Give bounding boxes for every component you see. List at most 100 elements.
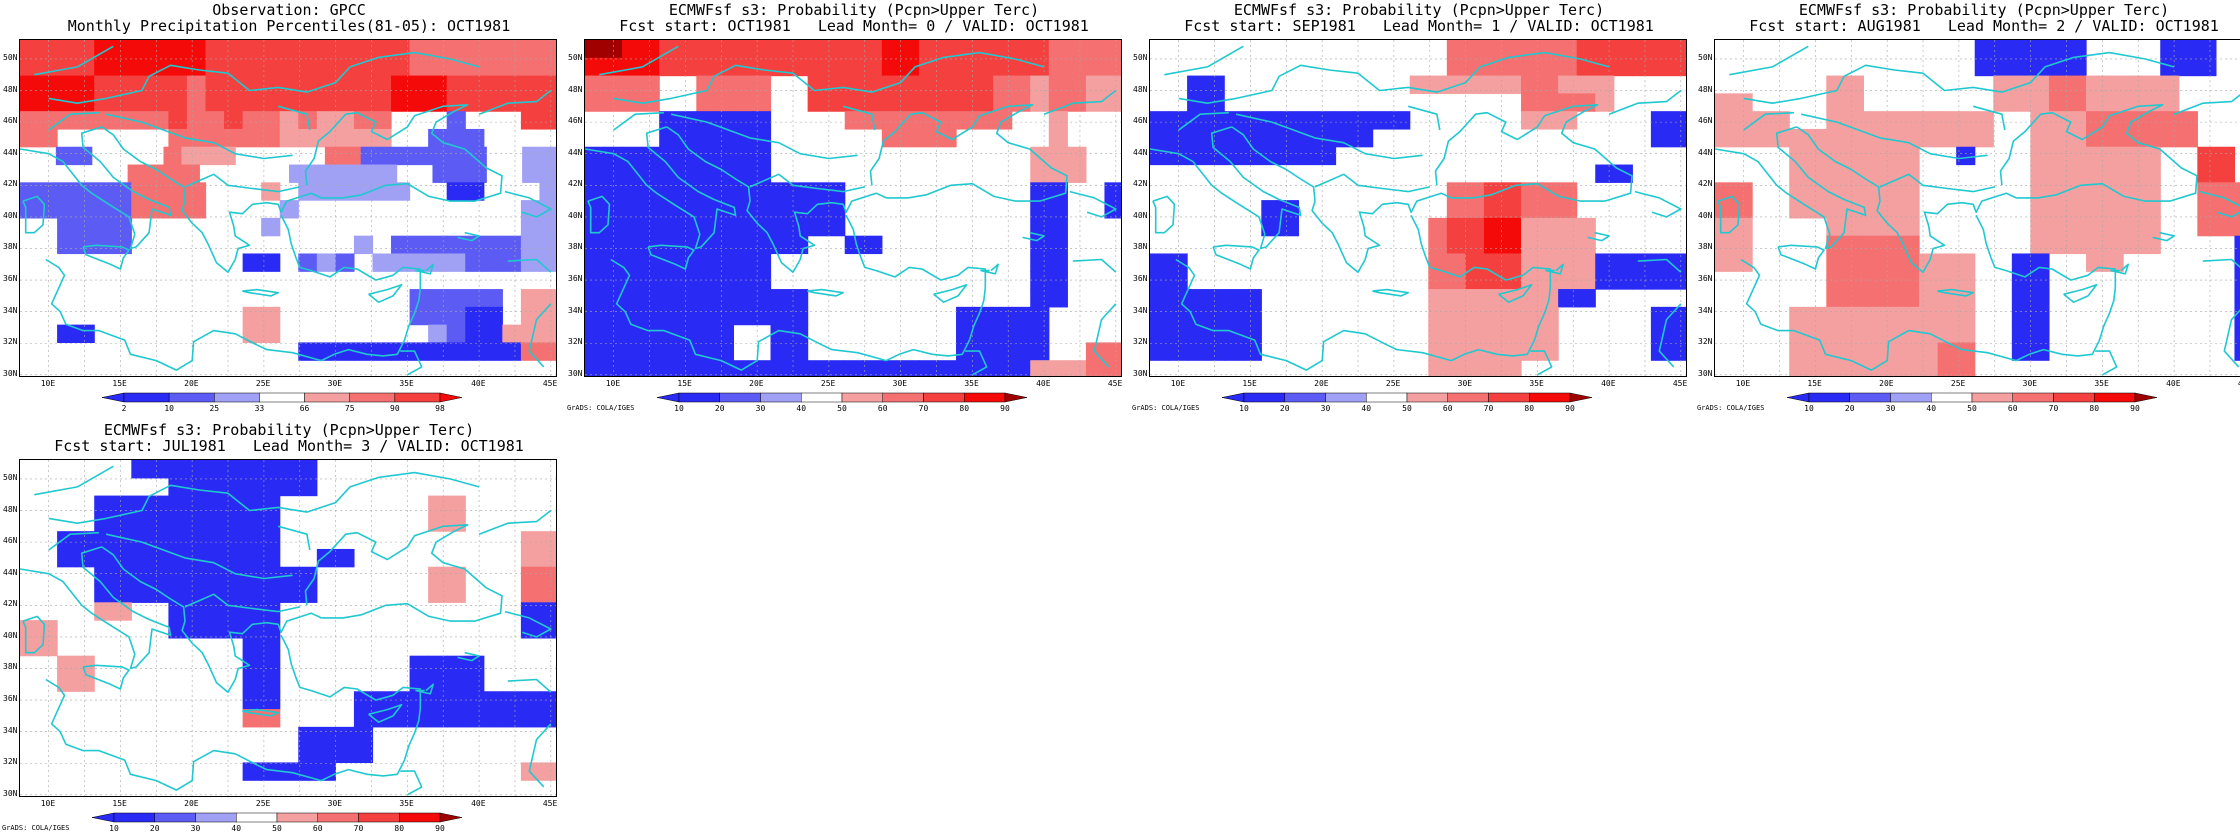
grid-cell <box>1733 111 1753 130</box>
grid-cell <box>2011 253 2031 272</box>
grid-cell <box>1261 128 1281 148</box>
grid-cell <box>2234 324 2240 344</box>
coastline <box>45 258 322 371</box>
grid-cell <box>1919 289 1939 308</box>
colorbar-segment <box>801 392 843 403</box>
grid-cell <box>1789 360 1809 376</box>
coastline <box>1043 89 1117 115</box>
grid-cell <box>622 235 642 255</box>
grid-cell <box>242 460 262 479</box>
lon-tick-label: 10E <box>40 799 56 808</box>
grid-cell <box>242 620 262 639</box>
grid-cell <box>391 709 411 728</box>
colorbar-label: 40 <box>796 404 807 413</box>
grid-cell <box>353 235 374 255</box>
grid-cell <box>261 762 281 781</box>
grid-cell <box>112 200 132 219</box>
grid-cell <box>1733 93 1753 112</box>
grid-cell <box>335 744 355 764</box>
grid-cell <box>696 360 716 376</box>
grid-cell <box>131 40 151 59</box>
grid-cell <box>94 200 114 219</box>
lat-tick-label: 36N <box>568 274 583 284</box>
grid-cell <box>205 548 225 568</box>
grid-cell <box>1502 360 1522 376</box>
grid-cell <box>446 584 466 603</box>
grid-cell <box>428 324 448 344</box>
grid-cell <box>539 235 556 255</box>
grid-cell <box>1807 164 1827 183</box>
grid-cell <box>603 164 623 183</box>
grid-cell <box>483 324 503 344</box>
grid-cell <box>502 324 522 344</box>
grid-cell <box>1807 306 1827 326</box>
grid-cell <box>1446 324 1466 344</box>
grid-cell <box>659 128 679 148</box>
grid-cell <box>1168 324 1188 344</box>
coastline <box>105 113 293 160</box>
grid-cell <box>1483 324 1504 344</box>
grid-cell <box>483 306 503 326</box>
grid-cell <box>1844 306 1865 326</box>
grid-cell <box>1558 182 1578 201</box>
grid-cell <box>696 40 716 59</box>
grid-cell <box>696 200 716 219</box>
grid-cell <box>1900 111 1920 130</box>
grid-cell <box>1521 57 1541 77</box>
lat-tick-label: 42N <box>3 599 18 609</box>
grid-cell <box>131 460 151 479</box>
panel-subtitle: Fcst start: JUL1981 Lead Month= 3 / VALI… <box>54 437 524 455</box>
grid-cell <box>539 566 556 586</box>
map-svg <box>585 40 1121 376</box>
grid-cell <box>1048 57 1068 77</box>
grid-cell <box>1558 235 1578 255</box>
grid-cell <box>733 271 753 290</box>
lat-tick-label: 50N <box>3 52 18 62</box>
grid-cell <box>1826 146 1846 166</box>
grid-cell <box>1632 40 1652 59</box>
grid-cell <box>1502 200 1522 219</box>
grid-cell <box>1539 342 1559 361</box>
grid-cell <box>2030 164 2050 183</box>
grid-cell <box>242 324 262 344</box>
grid-cell <box>1224 306 1244 326</box>
grid-cell <box>483 289 503 308</box>
grid-cell <box>1409 75 1429 94</box>
grid-cell <box>1242 111 1262 130</box>
colorbar-segment <box>1221 392 1245 403</box>
grid-cell <box>465 253 485 272</box>
grid-cell <box>2104 253 2124 272</box>
grid-cell <box>446 40 466 59</box>
grid-cell <box>522 164 541 183</box>
grid-cell <box>94 111 114 130</box>
grid-cell <box>1576 289 1596 308</box>
coastline <box>2063 284 2098 304</box>
coastline <box>45 678 322 791</box>
grid-cell <box>1844 146 1865 166</box>
panel-subtitle: Monthly Precipitation Percentiles(81-05)… <box>67 17 511 35</box>
grid-cell <box>733 200 753 219</box>
grid-cell <box>205 620 225 639</box>
grid-cell <box>1956 360 1976 376</box>
coastline <box>807 288 845 297</box>
grid-cell <box>112 584 132 603</box>
grid-cell <box>483 709 503 728</box>
grid-cell <box>539 531 556 550</box>
grid-cell <box>1011 40 1031 59</box>
grid-cell <box>75 655 95 675</box>
grid-cell <box>714 342 735 361</box>
coastline <box>507 258 552 273</box>
grid-cell <box>1446 182 1466 201</box>
grid-cell <box>640 75 660 94</box>
grid-cell <box>677 217 697 237</box>
grid-cell <box>224 477 244 497</box>
grid-cell <box>1595 75 1615 94</box>
lat-tick-label: 38N <box>3 242 18 252</box>
grid-cell <box>918 75 939 94</box>
grid-cell <box>446 235 466 255</box>
grid-cell <box>2197 200 2217 219</box>
map-area <box>584 39 1122 377</box>
grid-cell <box>2011 93 2031 112</box>
grid-cell <box>261 673 281 692</box>
grid-cell <box>733 217 753 237</box>
